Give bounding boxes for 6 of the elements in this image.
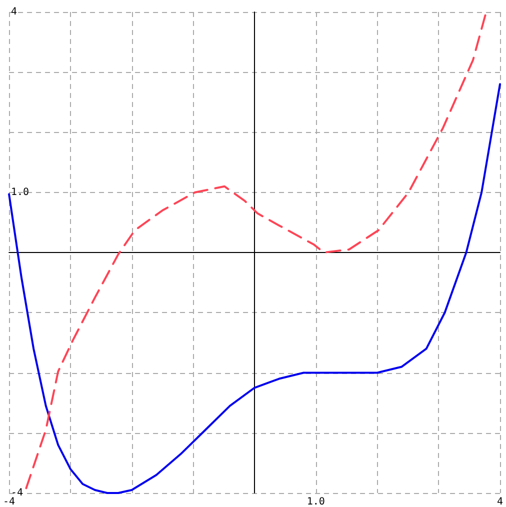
x-tick-label: 4 bbox=[496, 496, 504, 507]
y-tick-label: 1.0 bbox=[11, 186, 30, 198]
y-tick-label: -4 bbox=[11, 488, 24, 498]
x-tick-label: 1.0 bbox=[306, 496, 325, 507]
x-tick-label: -4 bbox=[2, 496, 16, 507]
y-tick-label: 4 bbox=[11, 6, 18, 18]
